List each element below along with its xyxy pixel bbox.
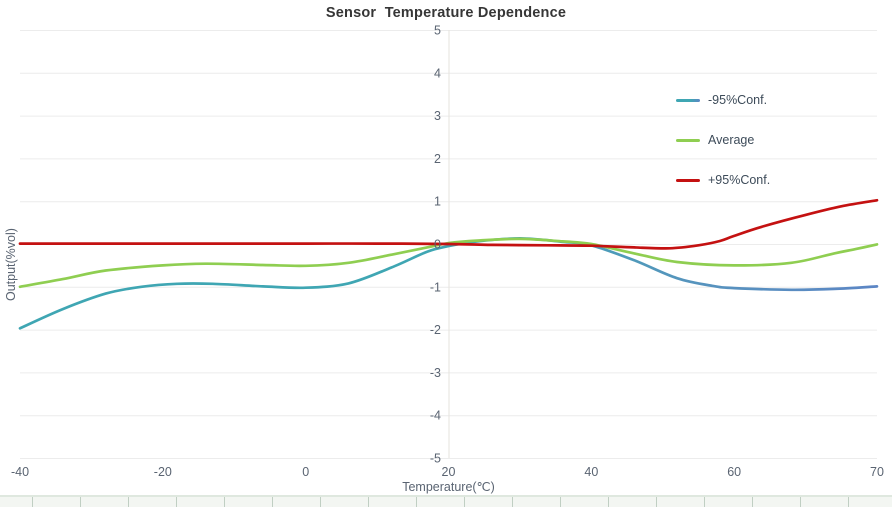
y-tick-label: -5 bbox=[430, 452, 441, 466]
series-line-95-conf bbox=[18, 198, 879, 250]
legend-item-95-conf[interactable]: +95%Conf. bbox=[676, 160, 770, 200]
y-tick-label: -2 bbox=[430, 323, 441, 337]
x-tick-label: 70 bbox=[870, 465, 884, 479]
y-tick-label: 0 bbox=[434, 238, 441, 252]
chart-title: Sensor Temperature Dependence bbox=[325, 5, 567, 21]
y-tick-label: 1 bbox=[434, 195, 441, 209]
datazoom-ticks bbox=[0, 497, 892, 507]
legend-swatch bbox=[676, 98, 700, 102]
legend-item-95-conf[interactable]: -95%Conf. bbox=[676, 80, 770, 120]
y-axis-title: Output(%vol) bbox=[4, 228, 18, 301]
series-line-average bbox=[18, 237, 879, 289]
x-tick-label: 40 bbox=[584, 465, 598, 479]
legend-item-average[interactable]: Average bbox=[676, 120, 770, 160]
legend: -95%Conf. Average +95%Conf. bbox=[676, 80, 770, 200]
y-tick-label: 2 bbox=[434, 152, 441, 166]
legend-label: Average bbox=[708, 133, 755, 147]
x-tick-label: 20 bbox=[442, 465, 456, 479]
x-tick-label: -40 bbox=[11, 465, 29, 479]
legend-swatch bbox=[676, 138, 700, 142]
x-tick-label: -20 bbox=[154, 465, 172, 479]
y-tick-label: 4 bbox=[434, 66, 441, 80]
datazoom-slider[interactable] bbox=[0, 495, 892, 507]
series-line-95-conf bbox=[18, 237, 879, 330]
y-tick-label: -3 bbox=[430, 366, 441, 380]
x-tick-label: 0 bbox=[302, 465, 309, 479]
x-tick-label: 60 bbox=[727, 465, 741, 479]
y-tick-label: -1 bbox=[430, 280, 441, 294]
legend-swatch bbox=[676, 178, 700, 182]
legend-label: +95%Conf. bbox=[708, 173, 771, 187]
y-tick-label: -4 bbox=[430, 409, 441, 423]
y-tick-label: 3 bbox=[434, 109, 441, 123]
legend-label: -95%Conf. bbox=[708, 93, 768, 107]
x-axis-title: Temperature(℃) bbox=[402, 480, 495, 494]
y-tick-label: 5 bbox=[434, 24, 441, 38]
